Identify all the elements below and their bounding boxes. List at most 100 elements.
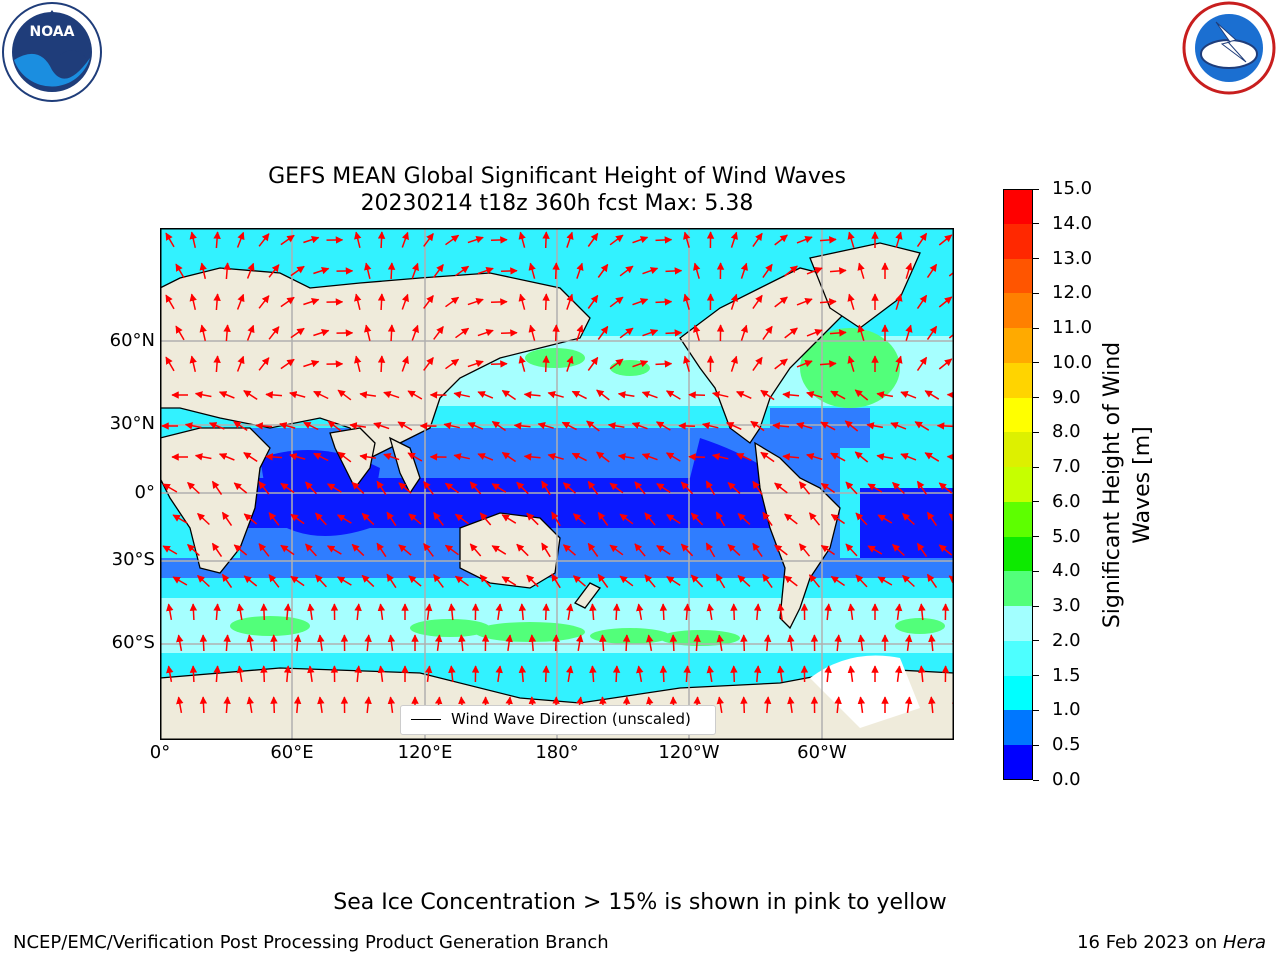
wave-direction-arrow <box>753 665 762 683</box>
wave-direction-arrow <box>359 391 377 399</box>
colorbar-tick <box>1033 362 1039 364</box>
wave-direction-arrow <box>407 452 423 462</box>
wave-direction-arrow <box>547 391 564 399</box>
wave-direction-arrow <box>165 232 175 248</box>
wave-direction-arrow <box>646 634 654 652</box>
wave-direction-arrow <box>280 234 295 246</box>
wave-direction-arrow <box>844 420 859 432</box>
wave-direction-arrow <box>829 329 847 337</box>
wave-direction-arrow <box>762 263 773 279</box>
wave-direction-arrow <box>683 665 691 683</box>
wave-direction-arrow <box>313 390 329 400</box>
footer-machine: Hera <box>1222 932 1266 953</box>
wave-direction-arrow <box>566 231 574 248</box>
wave-direction-arrow <box>490 298 508 306</box>
wave-direction-arrow <box>784 327 798 339</box>
wave-direction-arrow <box>373 422 390 430</box>
wave-direction-arrow <box>895 355 903 372</box>
wave-direction-arrow <box>740 262 748 279</box>
wave-direction-arrow <box>467 422 484 430</box>
wave-direction-arrow <box>847 293 855 310</box>
wave-direction-arrow <box>354 231 362 248</box>
wave-direction-arrow <box>541 480 551 496</box>
wave-direction-arrow <box>528 324 536 341</box>
wave-direction-arrow <box>609 296 624 308</box>
colorbar-tick <box>1033 466 1039 468</box>
wave-direction-arrow <box>243 451 258 463</box>
wave-direction-arrow <box>501 576 517 586</box>
wave-direction-arrow <box>665 390 681 400</box>
wave-direction-arrow <box>665 267 683 275</box>
wave-direction-arrow <box>279 422 296 430</box>
wave-direction-arrow <box>236 603 244 621</box>
wave-direction-arrow <box>938 234 953 246</box>
colorbar-tick <box>1033 570 1039 572</box>
legend-label: Wind Wave Direction (unscaled) <box>451 710 691 728</box>
wave-direction-arrow <box>806 391 823 399</box>
wave-direction-arrow <box>386 573 397 589</box>
wave-direction-arrow <box>260 603 268 621</box>
wave-direction-arrow <box>796 422 813 430</box>
wave-direction-arrow <box>948 271 954 277</box>
wave-direction-arrow <box>824 665 832 683</box>
wave-direction-arrow <box>798 481 811 495</box>
wave-direction-arrow <box>433 263 444 278</box>
lat-label-30s: 30°S <box>111 549 155 570</box>
wave-direction-arrow <box>551 573 561 589</box>
wave-direction-arrow <box>705 480 716 496</box>
wave-direction-arrow <box>948 513 954 522</box>
wave-direction-arrow <box>760 451 775 463</box>
wave-direction-arrow <box>491 420 507 432</box>
wave-direction-arrow <box>655 421 671 431</box>
wave-direction-arrow <box>834 634 842 652</box>
wave-direction-arrow <box>857 262 865 279</box>
wave-direction-arrow <box>337 451 352 463</box>
wave-direction-arrow <box>258 295 270 309</box>
wave-direction-arrow <box>197 574 210 588</box>
wave-direction-arrow <box>857 324 865 341</box>
wave-direction-arrow <box>576 262 584 279</box>
wave-direction-arrow <box>904 696 913 713</box>
wave-direction-arrow <box>938 482 953 494</box>
wave-direction-arrow <box>213 665 221 683</box>
wave-direction-arrow <box>176 634 184 652</box>
wave-direction-arrow <box>659 665 668 683</box>
wave-direction-arrow <box>526 512 539 526</box>
wave-direction-arrow <box>351 481 365 495</box>
chart-title: GEFS MEAN Global Significant Height of W… <box>268 164 846 189</box>
wave-direction-arrow <box>683 293 691 310</box>
wave-direction-arrow <box>688 453 706 461</box>
wave-direction-arrow <box>175 325 185 341</box>
wave-direction-arrow <box>477 391 494 399</box>
wave-direction-arrow <box>946 391 954 399</box>
wave-direction-arrow <box>326 483 342 493</box>
wave-direction-arrow <box>172 576 188 586</box>
wave-direction-arrow <box>938 358 953 370</box>
wave-direction-arrow <box>194 453 212 461</box>
wave-direction-arrow <box>166 603 174 621</box>
colorbar-tick <box>1033 605 1039 607</box>
colorbar-tick <box>1033 327 1039 329</box>
wave-direction-arrow <box>500 267 518 275</box>
wave-direction-arrow <box>377 231 386 249</box>
wave-direction-arrow <box>528 634 537 652</box>
wave-direction-arrow <box>213 603 221 621</box>
wave-direction-arrow <box>433 325 444 340</box>
wave-direction-arrow <box>552 324 560 342</box>
wave-direction-arrow <box>854 451 869 463</box>
colorbar-tick <box>1033 675 1039 677</box>
wave-direction-arrow <box>936 422 954 430</box>
wave-direction-arrow <box>184 422 202 430</box>
wave-direction-arrow <box>737 575 751 587</box>
colorbar-tick-label: 9.0 <box>1052 386 1081 408</box>
wave-direction-arrow <box>411 262 419 279</box>
wave-direction-arrow <box>854 389 869 401</box>
wave-direction-arrow <box>307 665 315 683</box>
colorbar-tick <box>1033 258 1039 260</box>
wave-direction-arrow <box>641 391 658 399</box>
colorbar-tick <box>1033 292 1039 294</box>
wave-direction-arrow <box>705 542 716 558</box>
wave-direction-arrow <box>572 575 586 587</box>
wave-direction-arrow <box>730 293 738 310</box>
wave-direction-arrow <box>659 603 668 621</box>
